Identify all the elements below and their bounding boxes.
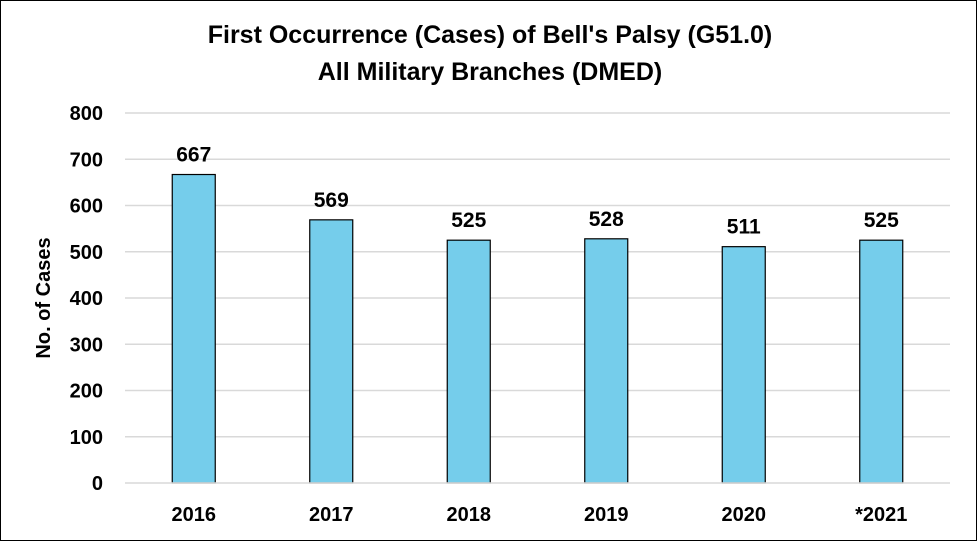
data-label: 528 xyxy=(589,208,624,231)
bar-2016 xyxy=(171,173,216,484)
y-axis-ticks: 0 100 200 300 400 500 600 700 800 xyxy=(70,103,103,495)
x-tick-label: 2017 xyxy=(309,504,354,526)
y-tick-label: 600 xyxy=(70,196,103,218)
data-label: 511 xyxy=(727,216,761,239)
y-tick-label: 500 xyxy=(70,242,103,264)
bar-2020 xyxy=(721,246,766,484)
chart-title-line-2: All Military Branches (DMED) xyxy=(318,58,663,86)
data-label: 667 xyxy=(176,144,211,167)
bars xyxy=(171,173,904,484)
data-label: 569 xyxy=(314,189,349,212)
y-tick-label: 200 xyxy=(70,381,103,403)
x-tick-label: 2018 xyxy=(447,504,492,526)
y-tick-label: 100 xyxy=(70,427,103,449)
y-axis-label: No. of Cases xyxy=(33,237,55,358)
bar-2018 xyxy=(446,239,491,484)
x-axis-ticks: 2016 2017 2018 2019 2020 *2021 xyxy=(172,504,908,526)
y-tick-label: 300 xyxy=(70,334,103,356)
y-tick-label: 0 xyxy=(92,473,103,495)
data-label: 525 xyxy=(451,209,486,232)
y-tick-label: 800 xyxy=(70,103,103,125)
data-labels: 667 569 525 528 511 525 xyxy=(176,144,899,239)
x-tick-label: 2020 xyxy=(722,504,767,526)
chart-title-line-1: First Occurrence (Cases) of Bell's Palsy… xyxy=(208,21,773,49)
x-tick-label: 2019 xyxy=(584,504,629,526)
bar-2019 xyxy=(584,238,629,484)
x-tick-label: *2021 xyxy=(855,504,907,526)
gridlines xyxy=(125,112,950,438)
bar-2021 xyxy=(859,239,904,484)
y-tick-label: 400 xyxy=(70,288,103,310)
bar-2017 xyxy=(309,219,354,484)
x-tick-label: 2016 xyxy=(172,504,217,526)
y-tick-label: 700 xyxy=(70,149,103,171)
data-label: 525 xyxy=(864,209,899,232)
